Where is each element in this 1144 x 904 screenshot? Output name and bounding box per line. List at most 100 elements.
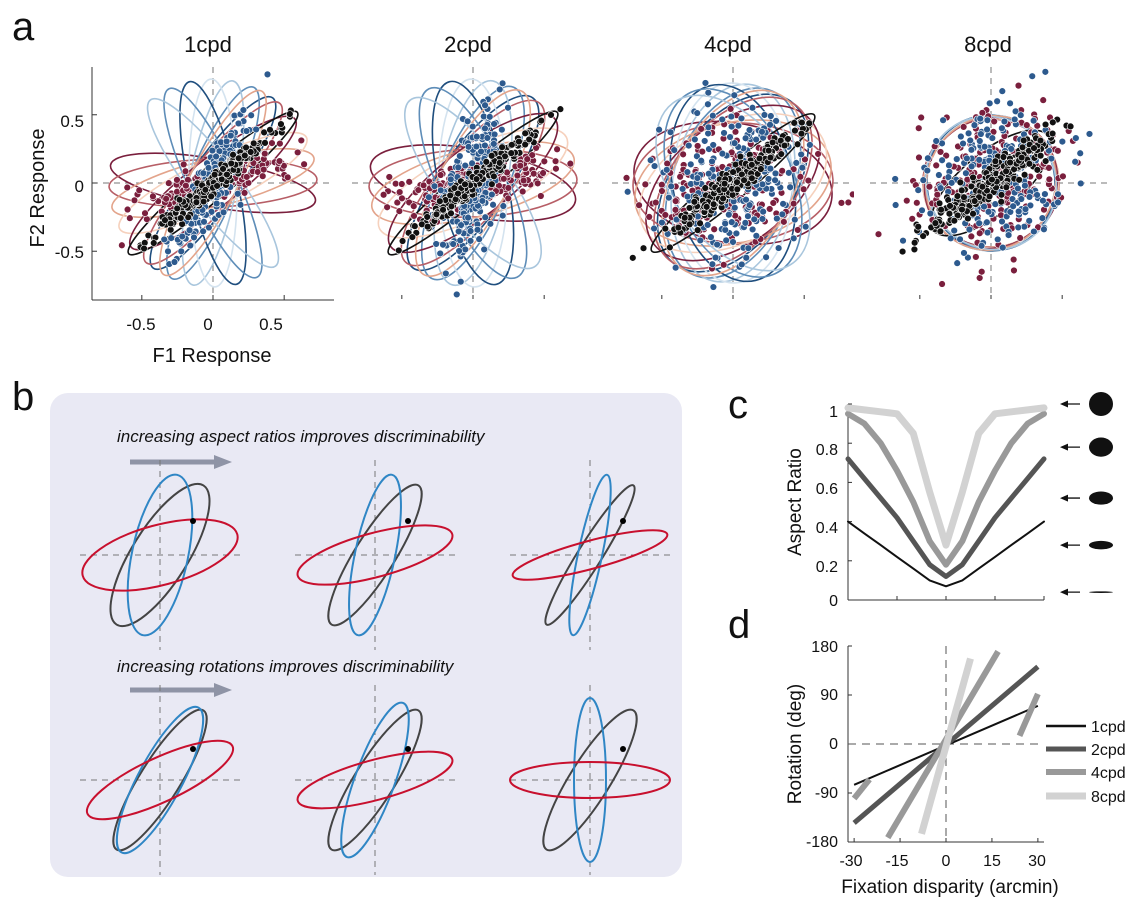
- panel-c-ytick-3: 0.6: [816, 481, 838, 498]
- black-point: [629, 254, 636, 261]
- blue-point: [767, 121, 774, 128]
- panel-b-caption-2: increasing rotations improves discrimina…: [117, 657, 455, 676]
- panel-a-subplot-4: [870, 67, 1112, 312]
- blue-point: [213, 153, 220, 160]
- blue-point: [1001, 118, 1008, 125]
- blue-point: [731, 92, 738, 99]
- blue-point: [994, 236, 1001, 243]
- reference-dot: [190, 518, 196, 524]
- black-point: [986, 193, 993, 200]
- blue-point: [731, 204, 738, 211]
- panel-d-xtick-1: -30: [839, 853, 862, 870]
- red-point: [553, 165, 560, 172]
- red-point: [1017, 235, 1024, 242]
- blue-point: [624, 188, 631, 195]
- blue-point: [704, 222, 711, 229]
- black-point: [737, 153, 744, 160]
- black-point: [785, 136, 792, 143]
- blue-point: [965, 130, 972, 137]
- black-point: [1019, 144, 1026, 151]
- panel-d-xtick-3: 0: [942, 853, 951, 870]
- panel-a-xlabel: F1 Response: [153, 345, 272, 367]
- black-point: [992, 158, 999, 165]
- black-point: [193, 199, 200, 206]
- blue-point: [499, 212, 506, 219]
- red-point: [916, 154, 923, 161]
- blue-point: [971, 122, 978, 129]
- black-point: [167, 226, 174, 233]
- black-point: [791, 120, 798, 127]
- red-point: [766, 206, 773, 213]
- panel-label-d: d: [728, 603, 750, 647]
- red-point: [968, 233, 975, 240]
- blue-point: [775, 245, 782, 252]
- black-point: [691, 198, 698, 205]
- panel-a-xtick-1: -0.5: [126, 315, 155, 334]
- black-point: [411, 223, 418, 230]
- blue-point: [484, 135, 491, 142]
- red-point: [805, 177, 812, 184]
- red-point: [1015, 82, 1022, 89]
- blue-point: [986, 148, 993, 155]
- blue-point: [728, 113, 735, 120]
- blue-point: [999, 244, 1006, 251]
- red-point: [284, 174, 291, 181]
- red-point: [415, 187, 422, 194]
- red-point: [396, 189, 403, 196]
- red-point: [960, 124, 967, 131]
- blue-point: [976, 220, 983, 227]
- black-point: [703, 203, 710, 210]
- red-point: [658, 181, 665, 188]
- red-point: [124, 206, 131, 213]
- red-point: [519, 188, 526, 195]
- blue-point: [450, 241, 457, 248]
- blue-point: [1026, 194, 1033, 201]
- black-point: [247, 149, 254, 156]
- black-point: [473, 176, 480, 183]
- red-point: [142, 210, 149, 217]
- aspect-ratio-marker-3: [1060, 491, 1113, 504]
- black-point: [516, 138, 523, 145]
- blue-point: [465, 214, 472, 221]
- red-point: [131, 197, 138, 204]
- blue-point: [691, 136, 698, 143]
- red-point: [926, 183, 933, 190]
- legend-label-8cpd: 8cpd: [1091, 789, 1126, 806]
- black-point: [1003, 184, 1010, 191]
- blue-point: [457, 237, 464, 244]
- black-point: [971, 198, 978, 205]
- blue-point: [709, 261, 716, 268]
- red-point: [659, 188, 666, 195]
- blue-point: [915, 187, 922, 194]
- black-point: [490, 173, 497, 180]
- blue-point: [213, 200, 220, 207]
- blue-point: [659, 219, 666, 226]
- blue-point: [963, 155, 970, 162]
- panel-a-title-3: 4cpd: [704, 32, 752, 57]
- blue-point: [1026, 217, 1033, 224]
- legend-label-1cpd: 1cpd: [1091, 719, 1126, 736]
- line-8cpd: [848, 408, 1044, 545]
- black-point: [1018, 154, 1025, 161]
- black-point: [150, 240, 157, 247]
- black-point: [174, 205, 181, 212]
- blue-point: [679, 186, 686, 193]
- black-point: [798, 119, 805, 126]
- blue-point: [191, 234, 198, 241]
- black-point: [998, 198, 1005, 205]
- red-point: [790, 200, 797, 207]
- black-point: [951, 217, 958, 224]
- blue-point: [487, 220, 494, 227]
- red-point: [505, 185, 512, 192]
- blue-point: [957, 133, 964, 140]
- panel-label-a: a: [12, 5, 35, 49]
- black-point: [447, 192, 454, 199]
- panel-d-ylabel: Rotation (deg): [785, 684, 806, 804]
- black-point: [899, 248, 906, 255]
- red-point: [976, 230, 983, 237]
- red-point: [118, 242, 125, 249]
- black-point: [399, 238, 406, 245]
- black-point: [794, 141, 801, 148]
- blue-point: [227, 132, 234, 139]
- red-point: [780, 218, 787, 225]
